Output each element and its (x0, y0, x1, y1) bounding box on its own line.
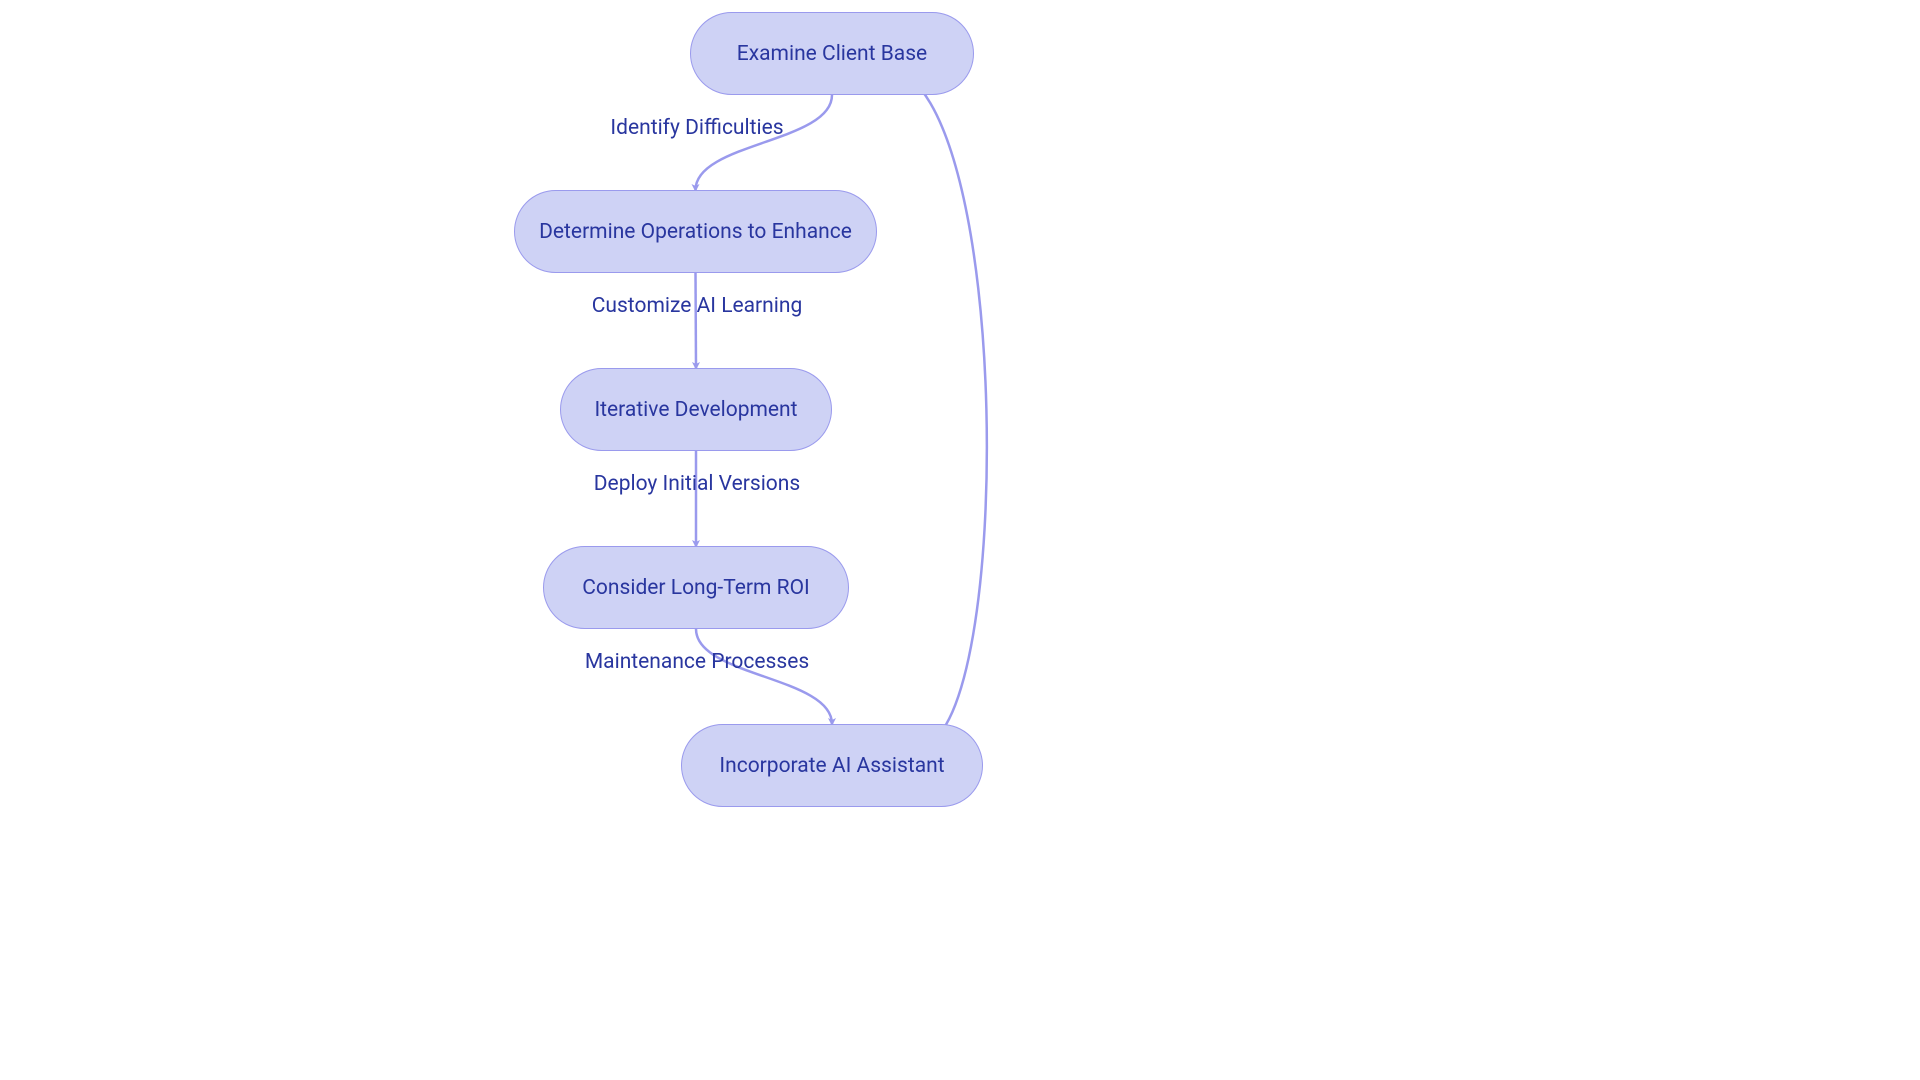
flowchart-edge-label: Customize AI Learning (592, 294, 803, 318)
flowchart-edge (696, 273, 697, 368)
flowchart-edge (890, 68, 987, 746)
flowchart-edge-label: Deploy Initial Versions (594, 472, 800, 496)
flowchart-node: Determine Operations to Enhance (514, 190, 877, 273)
flowchart-edge (696, 95, 833, 190)
edge-label-text: Deploy Initial Versions (594, 472, 800, 496)
flowchart-edge-label: Maintenance Processes (585, 650, 809, 674)
edge-label-text: Customize AI Learning (592, 294, 803, 318)
flowchart-node-label: Determine Operations to Enhance (539, 220, 852, 244)
flowchart-edges (0, 0, 1920, 1080)
flowchart-node-label: Incorporate AI Assistant (719, 754, 944, 778)
flowchart-node: Incorporate AI Assistant (681, 724, 983, 807)
flowchart-node: Iterative Development (560, 368, 832, 451)
edge-label-text: Identify Difficulties (610, 116, 783, 140)
flowchart-edge (696, 629, 832, 724)
flowchart-node: Consider Long-Term ROI (543, 546, 849, 629)
flowchart-edge-label: Identify Difficulties (610, 116, 783, 140)
flowchart-node-label: Iterative Development (594, 398, 797, 422)
edge-label-text: Maintenance Processes (585, 650, 809, 674)
flowchart-node-label: Examine Client Base (737, 42, 927, 66)
flowchart-node: Examine Client Base (690, 12, 974, 95)
flowchart-node-label: Consider Long-Term ROI (582, 576, 809, 600)
